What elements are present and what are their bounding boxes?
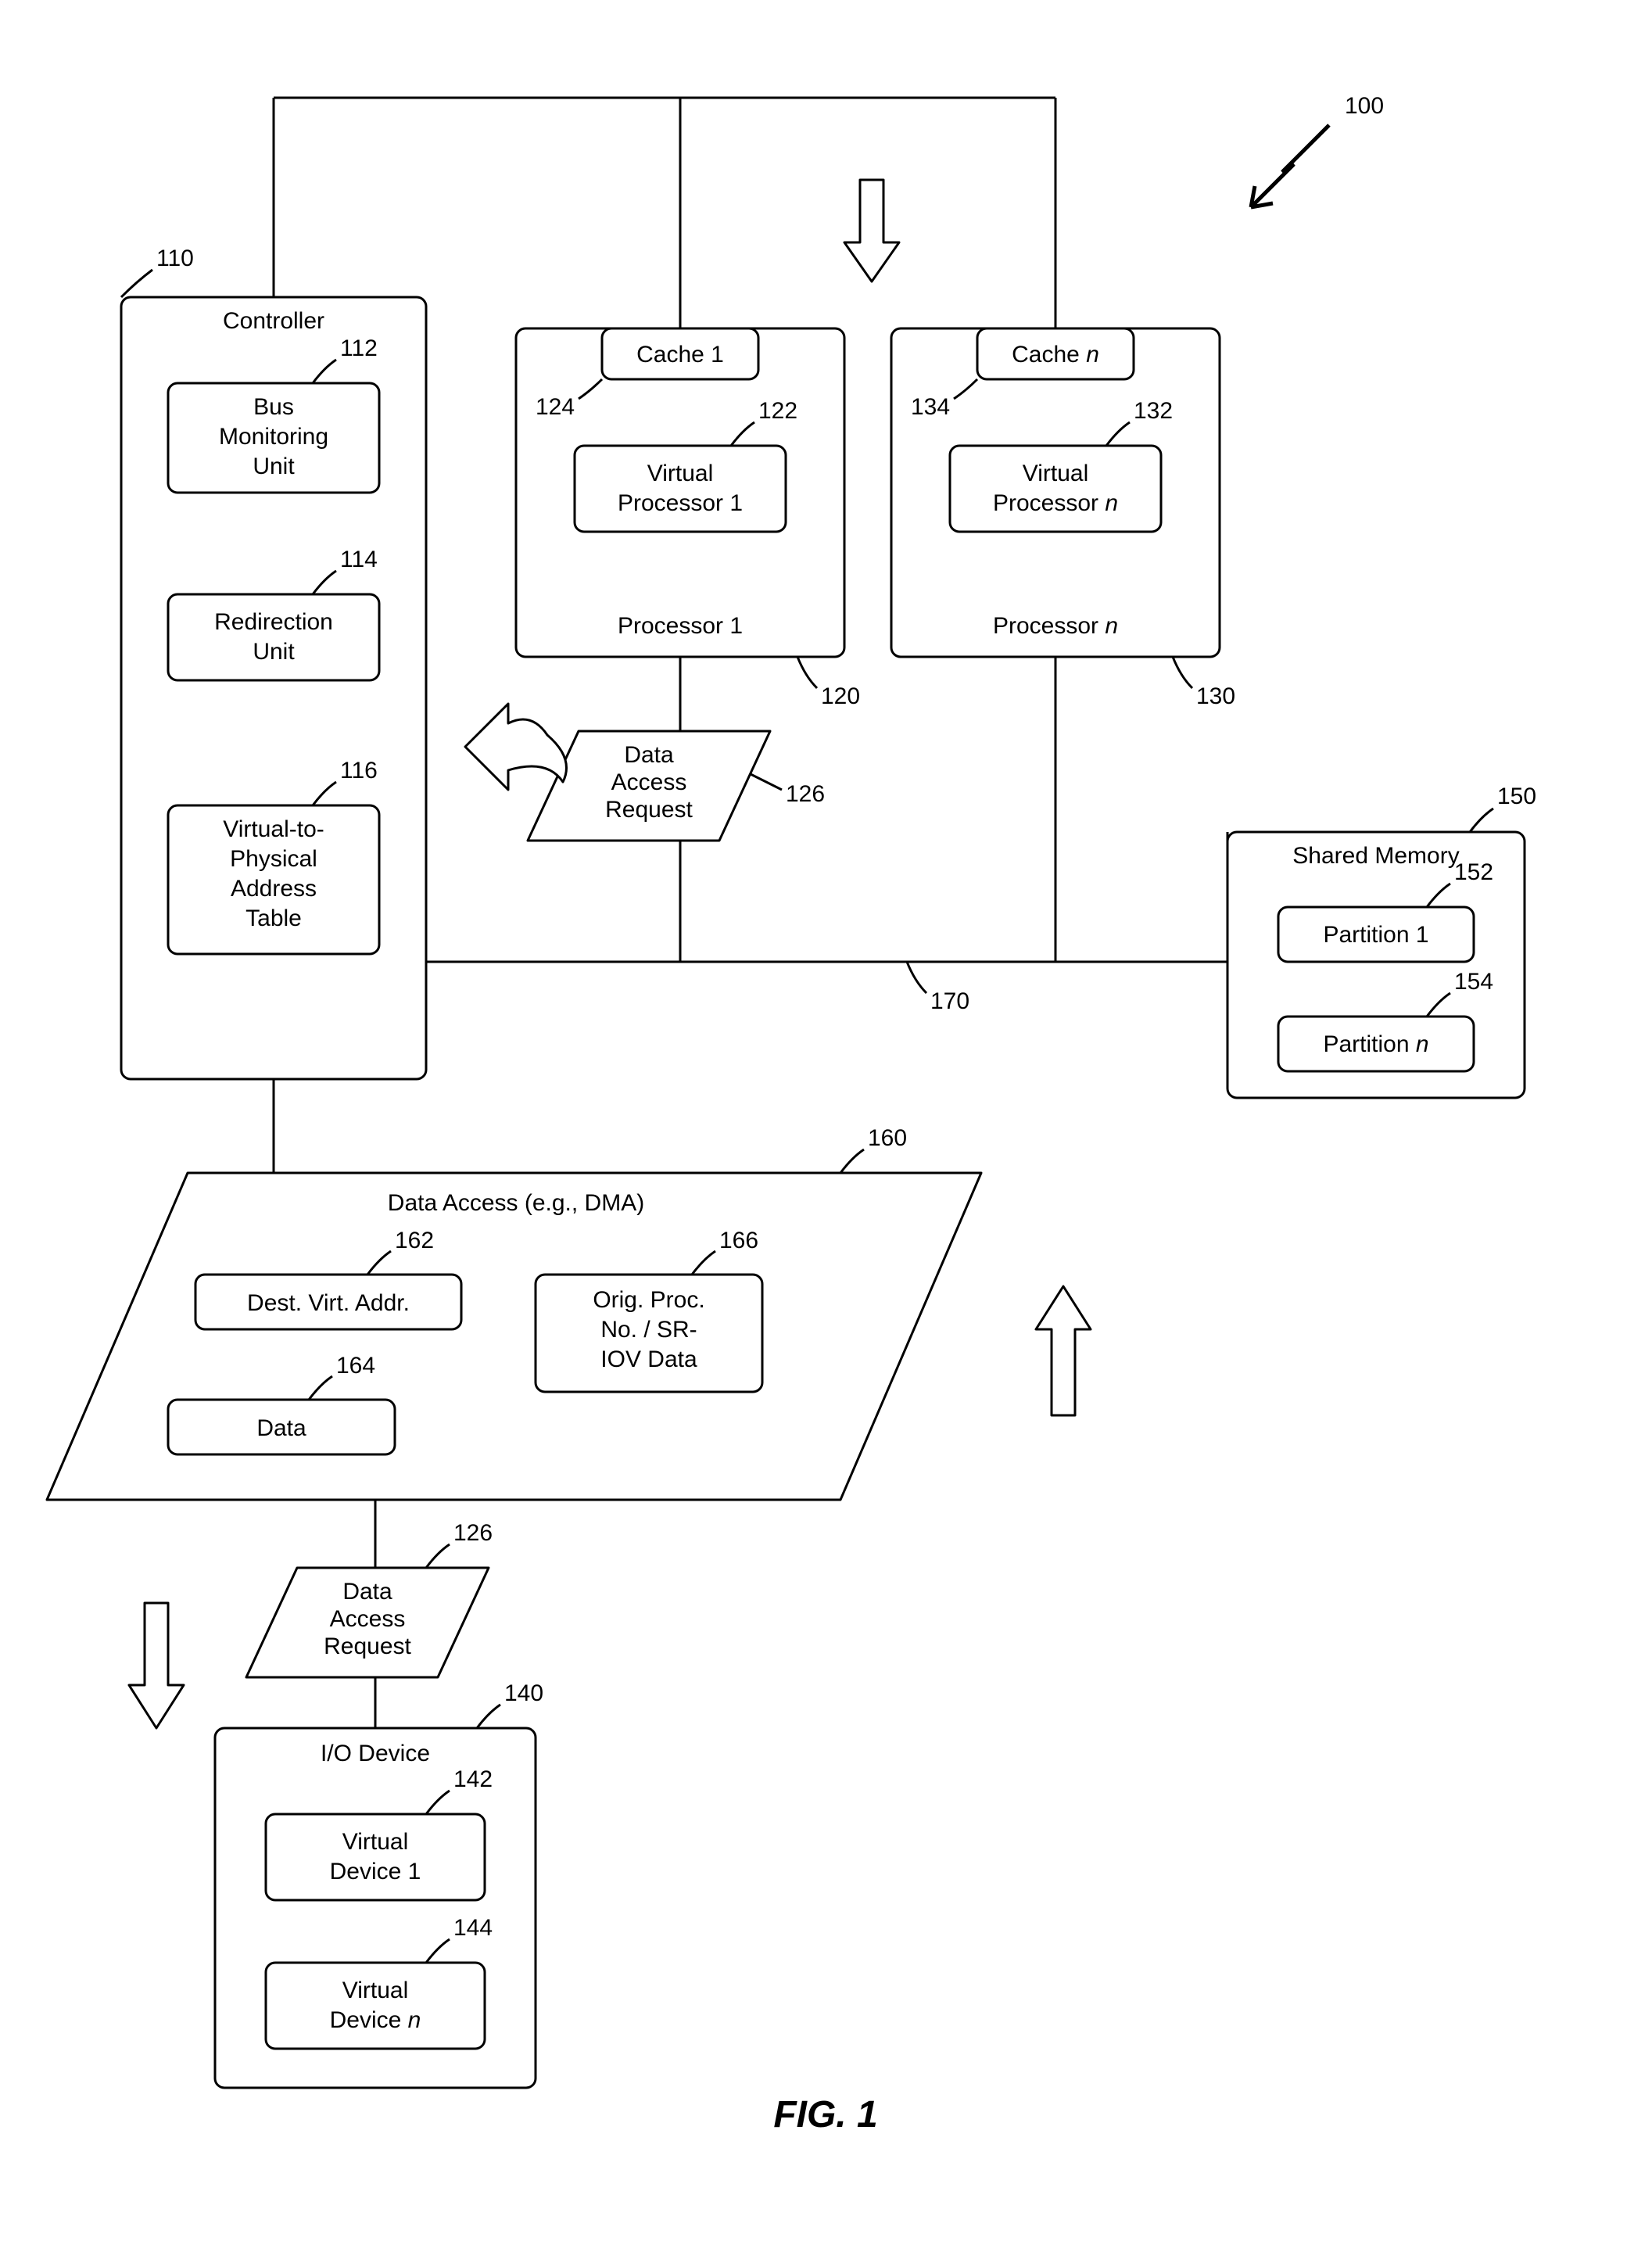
controller-title: Controller bbox=[223, 308, 324, 334]
lightning-arrow bbox=[1251, 125, 1329, 207]
ref-bus: 170 bbox=[930, 988, 969, 1014]
ref-dma: 160 bbox=[868, 1125, 907, 1151]
ref-shm: 150 bbox=[1497, 784, 1536, 809]
io-title: I/O Device bbox=[321, 1741, 430, 1766]
svg-text:Request: Request bbox=[605, 797, 693, 823]
ref-vtop: 116 bbox=[340, 758, 378, 784]
svg-text:Virtual: Virtual bbox=[647, 461, 714, 486]
svg-text:Virtual: Virtual bbox=[342, 1978, 409, 2003]
data-access-request-upper: Data Access Request 126 bbox=[528, 731, 825, 841]
svg-text:Device 1: Device 1 bbox=[330, 1859, 421, 1884]
ref-busmon: 112 bbox=[340, 335, 378, 361]
ref-redir: 114 bbox=[340, 547, 378, 572]
svg-text:Virtual-to-: Virtual-to- bbox=[223, 816, 324, 842]
figure-label: FIG. 1 bbox=[773, 2094, 877, 2135]
partitionn-label: Partition n bbox=[1323, 1031, 1428, 1057]
up-arrow-dma bbox=[1036, 1286, 1091, 1415]
down-arrow-lower bbox=[129, 1603, 184, 1728]
svg-text:Bus: Bus bbox=[253, 394, 294, 420]
svg-text:Device n: Device n bbox=[330, 2007, 421, 2033]
ref-part1: 152 bbox=[1454, 859, 1493, 885]
svg-text:Table: Table bbox=[245, 905, 302, 931]
down-arrow-top bbox=[844, 180, 899, 282]
svg-text:Access: Access bbox=[611, 769, 687, 795]
ref-procn: 130 bbox=[1196, 683, 1235, 709]
ref-proc1: 120 bbox=[821, 683, 860, 709]
ref-vprocn: 132 bbox=[1134, 398, 1173, 424]
dva-label: Dest. Virt. Addr. bbox=[247, 1290, 410, 1316]
ref-io: 140 bbox=[504, 1680, 543, 1706]
svg-text:Access: Access bbox=[330, 1606, 406, 1632]
partition1-label: Partition 1 bbox=[1323, 922, 1428, 948]
data-access-dma: Data Access (e.g., DMA) 160 Dest. Virt. … bbox=[47, 1125, 981, 1500]
ref-controller: 110 bbox=[156, 246, 194, 271]
ref-data: 164 bbox=[336, 1353, 375, 1379]
ref-vdev1: 142 bbox=[453, 1766, 493, 1792]
data-label: Data bbox=[256, 1415, 306, 1441]
dma-title: Data Access (e.g., DMA) bbox=[388, 1190, 644, 1216]
ref-system: 100 bbox=[1345, 93, 1384, 119]
shared-memory-block: Shared Memory 150 Partition 1 152 Partit… bbox=[1227, 784, 1536, 1098]
ref-partn: 154 bbox=[1454, 969, 1493, 995]
svg-text:Orig. Proc.: Orig. Proc. bbox=[593, 1287, 704, 1313]
system-diagram: 100 Controller 110 Bus Monitoring Unit 1… bbox=[0, 0, 1652, 2252]
controller-block: Controller 110 Bus Monitoring Unit 112 R… bbox=[121, 246, 426, 1079]
ref-dar-lower: 126 bbox=[453, 1520, 493, 1546]
left-curve-arrow bbox=[465, 704, 567, 790]
cache1-label: Cache 1 bbox=[636, 342, 724, 368]
svg-text:Unit: Unit bbox=[253, 639, 295, 665]
svg-text:Data: Data bbox=[624, 742, 674, 768]
svg-text:Processor 1: Processor 1 bbox=[618, 490, 743, 516]
ref-vdevn: 144 bbox=[453, 1915, 493, 1941]
svg-text:Data: Data bbox=[342, 1579, 392, 1605]
ref-dar-upper: 126 bbox=[786, 781, 825, 807]
shared-memory-title: Shared Memory bbox=[1292, 843, 1459, 869]
procn-title: Processor n bbox=[993, 613, 1118, 639]
ref-opn: 166 bbox=[719, 1228, 758, 1253]
processor-1-block: Processor 1 120 Cache 1 124 Virtual Proc… bbox=[516, 328, 860, 709]
svg-text:Address: Address bbox=[231, 876, 317, 902]
svg-text:IOV Data: IOV Data bbox=[600, 1347, 697, 1372]
svg-text:Unit: Unit bbox=[253, 454, 295, 479]
svg-text:Virtual: Virtual bbox=[1023, 461, 1089, 486]
io-device-block: I/O Device 140 Virtual Device 1 142 Virt… bbox=[215, 1680, 543, 2088]
svg-text:Request: Request bbox=[324, 1633, 411, 1659]
svg-text:Monitoring: Monitoring bbox=[219, 424, 328, 450]
svg-text:Virtual: Virtual bbox=[342, 1829, 409, 1855]
data-access-request-lower: Data Access Request 126 bbox=[246, 1520, 493, 1677]
ref-cachen: 134 bbox=[911, 394, 950, 420]
processor-n-block: Processor n 130 Cache n 134 Virtual Proc… bbox=[891, 328, 1235, 709]
ref-dva: 162 bbox=[395, 1228, 434, 1253]
svg-text:No. / SR-: No. / SR- bbox=[600, 1317, 697, 1343]
svg-text:Processor n: Processor n bbox=[993, 490, 1118, 516]
svg-text:Redirection: Redirection bbox=[214, 609, 333, 635]
cachen-label: Cache n bbox=[1012, 342, 1099, 368]
proc1-title: Processor 1 bbox=[618, 613, 743, 639]
ref-vproc1: 122 bbox=[758, 398, 797, 424]
svg-text:Physical: Physical bbox=[230, 846, 317, 872]
ref-cache1: 124 bbox=[536, 394, 575, 420]
